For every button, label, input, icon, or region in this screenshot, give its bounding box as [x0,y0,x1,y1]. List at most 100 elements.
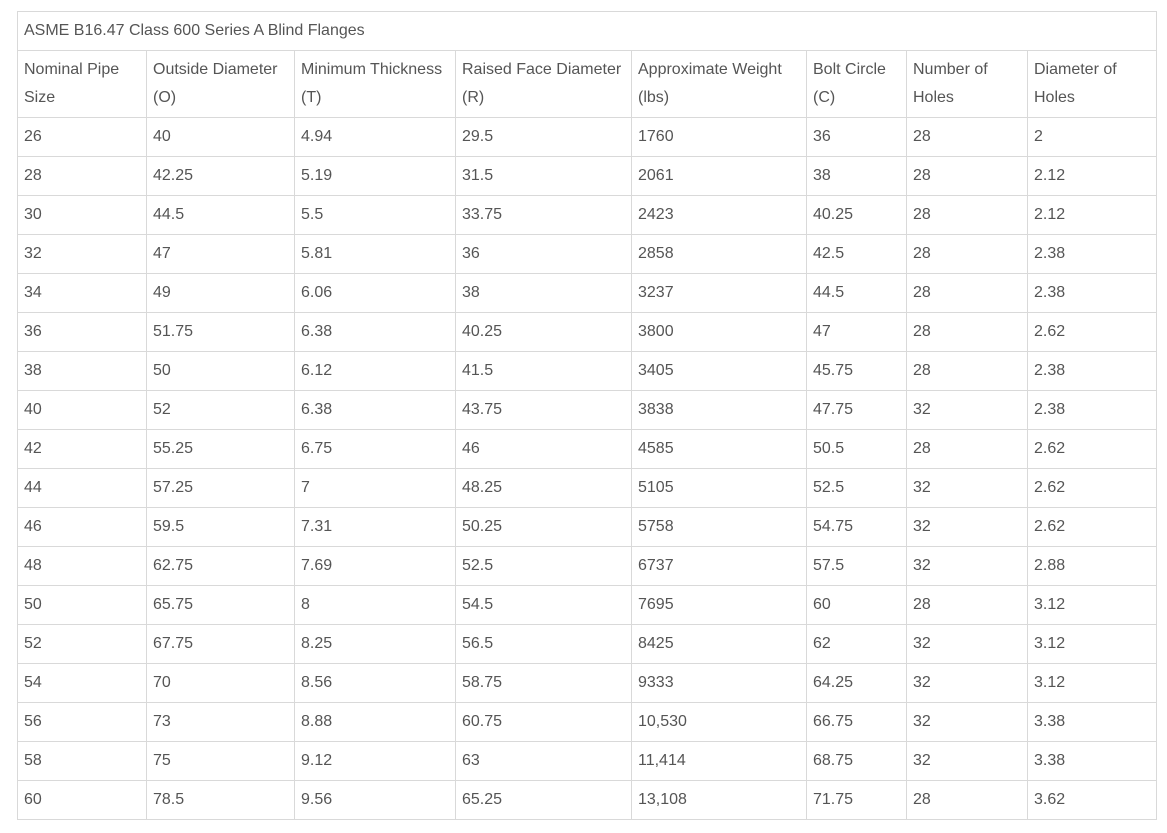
table-cell: 8.88 [294,702,456,742]
table-row: 36 51.75 6.38 40.25 3800 47 28 2.62 [17,312,1158,352]
header-line: Minimum Thickness [301,61,443,78]
table-title-row: ASME B16.47 Class 600 Series A Blind Fla… [16,11,1158,51]
table-cell: 5758 [631,507,807,547]
table-cell: 28 [906,156,1028,196]
table-cell: 38 [806,156,907,196]
table-cell: 43.75 [455,390,632,430]
table-cell: 28 [906,234,1028,274]
table-header-row: Nominal Pipe Size Outside Diameter (O) Min… [17,50,1158,118]
table-cell: 62 [806,624,907,664]
table-row: 40 52 6.38 43.75 3838 47.75 32 2.38 [17,390,1158,430]
table-cell: 29.5 [455,117,632,157]
table-cell: 66.75 [806,702,907,742]
table-cell: 60 [806,585,907,625]
table-cell: 7 [294,468,456,508]
table-cell: 42.25 [146,156,295,196]
table-cell: 4585 [631,429,807,469]
table-cell: 8.56 [294,663,456,703]
header-line: Outside Diameter [153,61,278,78]
table-cell: 3405 [631,351,807,391]
table-cell: 38 [17,351,147,391]
header-line: (lbs) [638,89,670,106]
table-cell: 71.75 [806,780,907,820]
table-cell: 32 [906,624,1028,664]
table-cell: 56 [17,702,147,742]
header-line: Holes [913,89,954,106]
table-cell: 28 [906,351,1028,391]
table-cell: 50.25 [455,507,632,547]
table-cell: 2.12 [1026,195,1158,235]
table-cell: 2 [1026,117,1158,157]
table-cell: 5.81 [294,234,456,274]
table-cell: 52.5 [455,546,632,586]
table-row: 28 42.25 5.19 31.5 2061 38 28 2.12 [17,156,1158,196]
table-cell: 3237 [631,273,807,313]
header-line: Holes [1034,89,1075,106]
header-line: (C) [813,89,836,106]
table-cell: 41.5 [455,351,632,391]
table-cell: 1760 [631,117,807,157]
table-cell: 52 [17,624,147,664]
table-cell: 10,530 [631,702,807,742]
table-cell: 2.62 [1026,507,1158,547]
table-cell: 45.75 [806,351,907,391]
header-line: Bolt Circle [813,61,886,78]
table-cell: 7695 [631,585,807,625]
header-line: (T) [301,89,322,106]
table-row: 26 40 4.94 29.5 1760 36 28 2 [17,117,1158,157]
table-cell: 60 [17,780,147,820]
table-cell: 3.62 [1026,780,1158,820]
table-row: 54 70 8.56 58.75 9333 64.25 32 3.12 [17,663,1158,703]
table-cell: 5105 [631,468,807,508]
table-cell: 65.75 [146,585,295,625]
table-cell: 47 [146,234,295,274]
table-cell: 33.75 [455,195,632,235]
table-cell: 75 [146,741,295,781]
table-cell: 58.75 [455,663,632,703]
table-cell: 2.38 [1026,273,1158,313]
table-cell: 2.12 [1026,156,1158,196]
table-cell: 65.25 [455,780,632,820]
table-cell: 32 [17,234,147,274]
table-cell: 7.69 [294,546,456,586]
table-cell: 49 [146,273,295,313]
table-cell: 9.56 [294,780,456,820]
table-cell: 40 [17,390,147,430]
table-cell: 32 [906,507,1028,547]
table-row: 44 57.25 7 48.25 5105 52.5 32 2.62 [17,468,1158,508]
table-cell: 60.75 [455,702,632,742]
table-cell: 6737 [631,546,807,586]
table-cell: 50 [17,585,147,625]
table-cell: 36 [455,234,632,274]
table-cell: 2.62 [1026,312,1158,352]
table-cell: 73 [146,702,295,742]
table-row: 46 59.5 7.31 50.25 5758 54.75 32 2.62 [17,507,1158,547]
table-row: 48 62.75 7.69 52.5 6737 57.5 32 2.88 [17,546,1158,586]
table-cell: 67.75 [146,624,295,664]
table-cell: 63 [455,741,632,781]
table-row: 42 55.25 6.75 46 4585 50.5 28 2.62 [17,429,1158,469]
table-cell: 32 [906,702,1028,742]
table-cell: 32 [906,741,1028,781]
table-row: 50 65.75 8 54.5 7695 60 28 3.12 [17,585,1158,625]
table-cell: 28 [906,117,1028,157]
table-row: 60 78.5 9.56 65.25 13,108 71.75 28 3.62 [17,780,1158,820]
header-bolt-circle: Bolt Circle (C) [806,50,907,118]
table-cell: 11,414 [631,741,807,781]
header-line: (O) [153,89,177,106]
table-cell: 5.5 [294,195,456,235]
table-cell: 52.5 [806,468,907,508]
table-cell: 51.75 [146,312,295,352]
table-cell: 28 [906,429,1028,469]
table-cell: 28 [17,156,147,196]
table-cell: 56.5 [455,624,632,664]
table-cell: 3.12 [1026,624,1158,664]
table-cell: 44 [17,468,147,508]
table-cell: 6.38 [294,390,456,430]
header-line: Diameter of [1034,61,1117,78]
table-cell: 2061 [631,156,807,196]
table-cell: 40.25 [806,195,907,235]
table-row: 34 49 6.06 38 3237 44.5 28 2.38 [17,273,1158,313]
table-cell: 9333 [631,663,807,703]
header-approximate-weight: Approximate Weight (lbs) [631,50,807,118]
